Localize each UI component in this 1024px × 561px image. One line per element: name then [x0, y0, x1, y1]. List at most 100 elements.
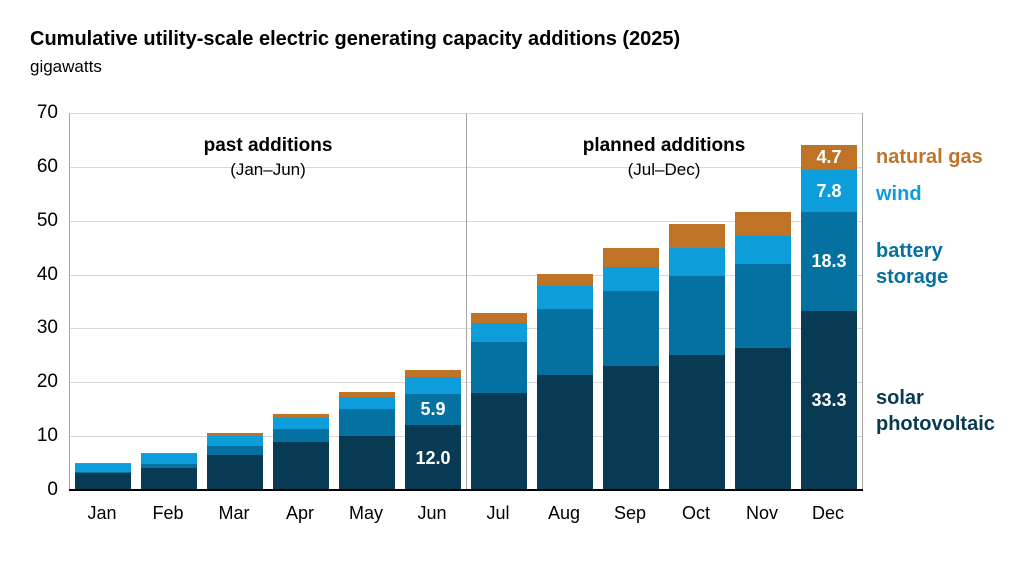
y-tick-label: 60: [36, 155, 58, 177]
legend-label-line: storage: [876, 266, 949, 288]
bar-segment-battery-storage: [537, 308, 593, 376]
bar-segment-battery-storage: [669, 276, 725, 356]
x-tick-label-apr: Apr: [285, 503, 314, 523]
bar-segment-solar-photovoltaic: [207, 455, 263, 490]
bar-value-label-dec-battery-storage: 18.3: [811, 251, 847, 272]
legend-label-line: natural gas: [876, 146, 983, 168]
bar-segment-wind: [273, 417, 329, 429]
legend-label-line: photovoltaic: [876, 413, 995, 435]
bar-segment-wind: [669, 247, 725, 277]
bar-segment-solar-photovoltaic: [669, 355, 725, 490]
bar-segment-solar-photovoltaic: [537, 375, 593, 490]
bar-segment-battery-storage: [207, 446, 263, 455]
plot-area: past additions (Jan–Jun) planned additio…: [69, 113, 863, 491]
bar-slot-aug: [532, 113, 598, 490]
x-tick-label-jan: Jan: [87, 503, 117, 523]
y-tick-label: 0: [47, 479, 58, 500]
y-tick-label: 20: [36, 371, 58, 393]
bar-segment-wind: [75, 464, 131, 472]
x-tick-label-oct: Oct: [681, 503, 710, 523]
bar-mar: [207, 433, 263, 490]
bar-value-label-dec-natural-gas: 4.7: [816, 147, 842, 168]
legend-label-natural-gas: natural gas: [876, 144, 983, 170]
bar-value-label-dec-solar-photovoltaic: 33.3: [811, 390, 847, 411]
bar-segment-battery-storage: [75, 471, 131, 473]
y-tick-label: 70: [36, 102, 58, 123]
bar-segment-natural-gas: [273, 414, 329, 418]
bar-oct: [669, 223, 725, 490]
bar-slot-feb: [136, 113, 202, 490]
legend-label-solar-photovoltaic: solar photovoltaic: [876, 385, 995, 437]
bar-jun: 5.9 12.0: [405, 370, 461, 490]
bar-segment-wind: [471, 322, 527, 342]
bar-slot-mar: [202, 113, 268, 490]
bar-slot-nov: [730, 113, 796, 490]
bar-segment-natural-gas: [669, 223, 725, 248]
bar-segment-natural-gas: [735, 211, 791, 236]
bars-container: 5.9 12.0 4.7 7.8 18.3 33.3: [70, 113, 862, 490]
bar-segment-natural-gas: [801, 144, 857, 171]
past-additions-annotation: past additions (Jan–Jun): [118, 135, 418, 180]
bar-segment-natural-gas: [471, 313, 527, 323]
x-tick-label-aug: Aug: [547, 503, 581, 523]
bar-aug: [537, 274, 593, 490]
bar-segment-natural-gas: [339, 392, 395, 398]
bar-segment-battery-storage: [273, 428, 329, 442]
bar-segment-wind: [801, 170, 857, 213]
bar-segment-natural-gas: [405, 370, 461, 378]
x-tick-label-jun: Jun: [417, 503, 447, 523]
bar-segment-solar-photovoltaic: [603, 366, 659, 490]
bar-apr: [273, 414, 329, 490]
bar-segment-solar-photovoltaic: [75, 472, 131, 490]
bar-slot-jun: 5.9 12.0: [400, 113, 466, 490]
legend-label-line: wind: [876, 183, 922, 205]
bar-segment-battery-storage: [339, 409, 395, 437]
bar-may: [339, 392, 395, 490]
bar-slot-oct: [664, 113, 730, 490]
legend: natural gas wind battery storage solar photov…: [876, 0, 1024, 561]
x-tick-label-may: May: [348, 503, 383, 523]
bar-nov: [735, 211, 791, 490]
planned-additions-label: planned additions: [582, 135, 746, 156]
x-tick-label-nov: Nov: [745, 503, 778, 523]
bar-segment-solar-photovoltaic: [273, 441, 329, 490]
past-additions-label: past additions: [203, 135, 333, 156]
bar-slot-may: [334, 113, 400, 490]
legend-label-line: battery: [876, 240, 943, 262]
bar-segment-solar-photovoltaic: [735, 347, 791, 490]
bar-segment-solar-photovoltaic: [405, 425, 461, 490]
y-tick-label: 10: [36, 425, 58, 447]
bar-segment-battery-storage: [603, 291, 659, 367]
chart-title: Cumulative utility-scale electric genera…: [30, 28, 681, 50]
bar-segment-wind: [141, 454, 197, 465]
legend-label-line: solar: [876, 387, 924, 409]
bar-segment-natural-gas: [603, 247, 659, 267]
bar-segment-natural-gas: [141, 452, 197, 455]
bar-segment-natural-gas: [75, 463, 131, 465]
legend-label-wind: wind: [876, 181, 922, 207]
bar-segment-battery-storage: [801, 212, 857, 311]
bar-slot-jan: [70, 113, 136, 490]
bar-jan: [75, 463, 131, 490]
past-additions-range: (Jan–Jun): [230, 160, 306, 179]
legend-label-battery-storage: battery storage: [876, 238, 948, 290]
bar-segment-solar-photovoltaic: [801, 310, 857, 490]
bar-dec: 4.7 7.8 18.3 33.3: [801, 144, 857, 490]
x-tick-label-jul: Jul: [486, 503, 510, 523]
bar-segment-battery-storage: [735, 264, 791, 348]
y-tick-label: 30: [36, 317, 58, 339]
bar-slot-apr: [268, 113, 334, 490]
bar-jul: [471, 313, 527, 490]
past-planned-divider-line: [466, 113, 467, 490]
y-tick-label: 40: [36, 263, 58, 285]
bar-segment-battery-storage: [405, 393, 461, 426]
bar-segment-solar-photovoltaic: [471, 393, 527, 490]
bar-sep: [603, 247, 659, 490]
bar-segment-wind: [537, 285, 593, 309]
x-tick-label-feb: Feb: [152, 503, 184, 523]
planned-additions-range: (Jul–Dec): [627, 160, 701, 179]
x-axis-line: [69, 489, 863, 491]
y-tick-label: 50: [36, 209, 58, 231]
bar-segment-solar-photovoltaic: [339, 436, 395, 490]
